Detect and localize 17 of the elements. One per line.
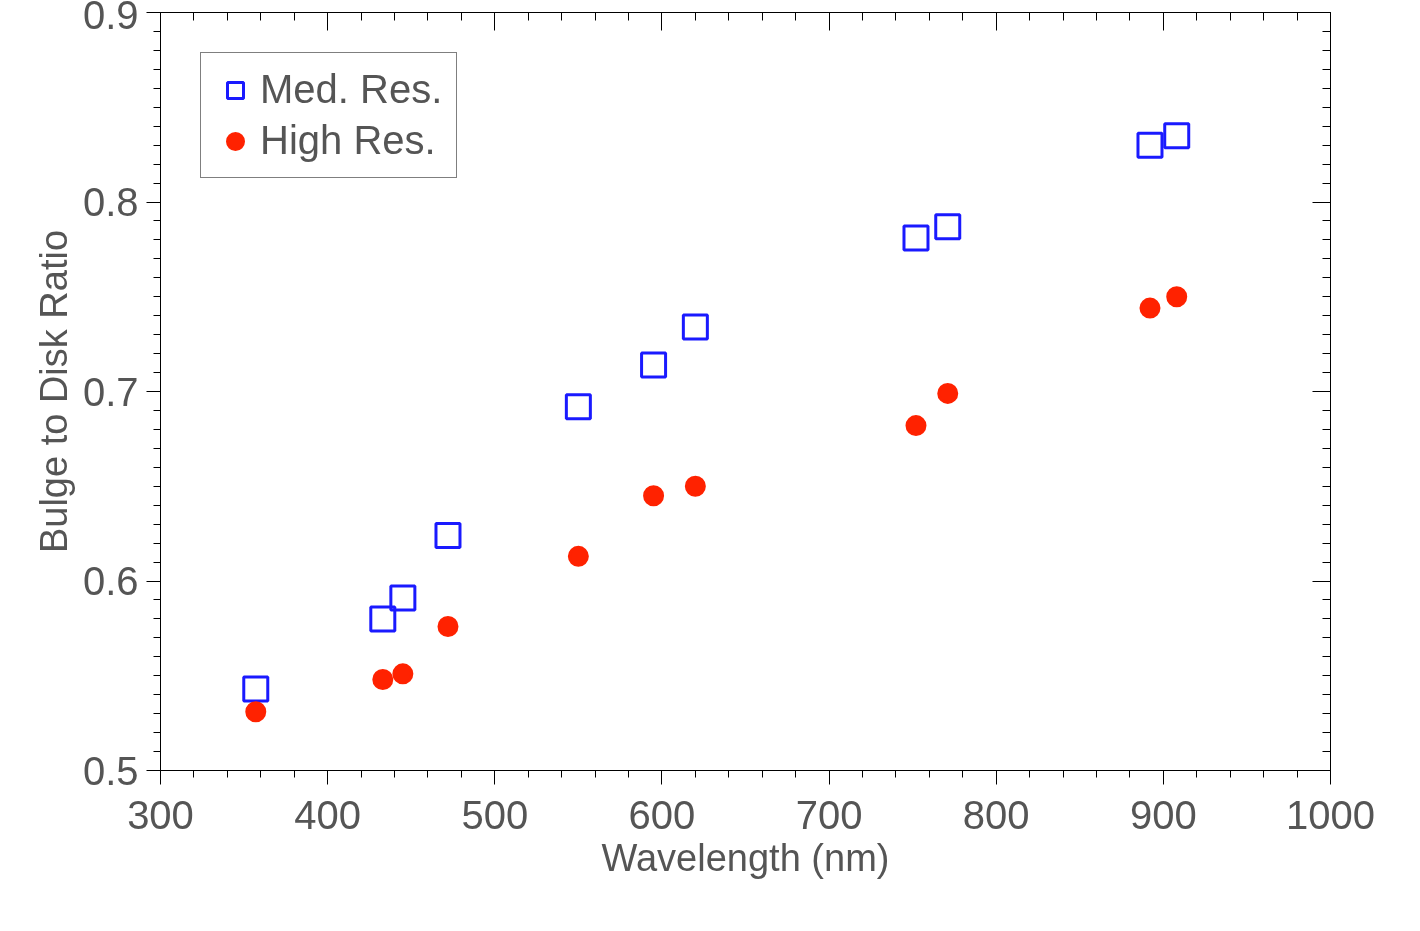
x-tick-label: 600	[628, 792, 696, 837]
x-tick-label: 1000	[1286, 792, 1375, 837]
y-tick-label: 0.8	[82, 180, 139, 224]
y-tick-label: 0.6	[82, 559, 139, 603]
x-tick-label: 700	[795, 792, 863, 837]
y-tick-label: 0.7	[82, 369, 139, 414]
x-tick-label: 900	[1129, 792, 1197, 837]
y-tick-label: 0.5	[82, 748, 139, 793]
y-tick-label: 0.9	[82, 0, 139, 37]
x-tick-label: 400	[294, 792, 362, 837]
y-axis-title: Bulge to Disk Ratio	[32, 229, 75, 554]
x-tick-label: 800	[962, 792, 1030, 837]
legend-label: Med. Res.	[260, 67, 443, 112]
legend-label: High Res.	[260, 118, 436, 163]
x-axis-title: Wavelength (nm)	[601, 836, 890, 879]
x-tick-label: 300	[127, 792, 194, 837]
x-tick-label: 500	[461, 792, 529, 837]
